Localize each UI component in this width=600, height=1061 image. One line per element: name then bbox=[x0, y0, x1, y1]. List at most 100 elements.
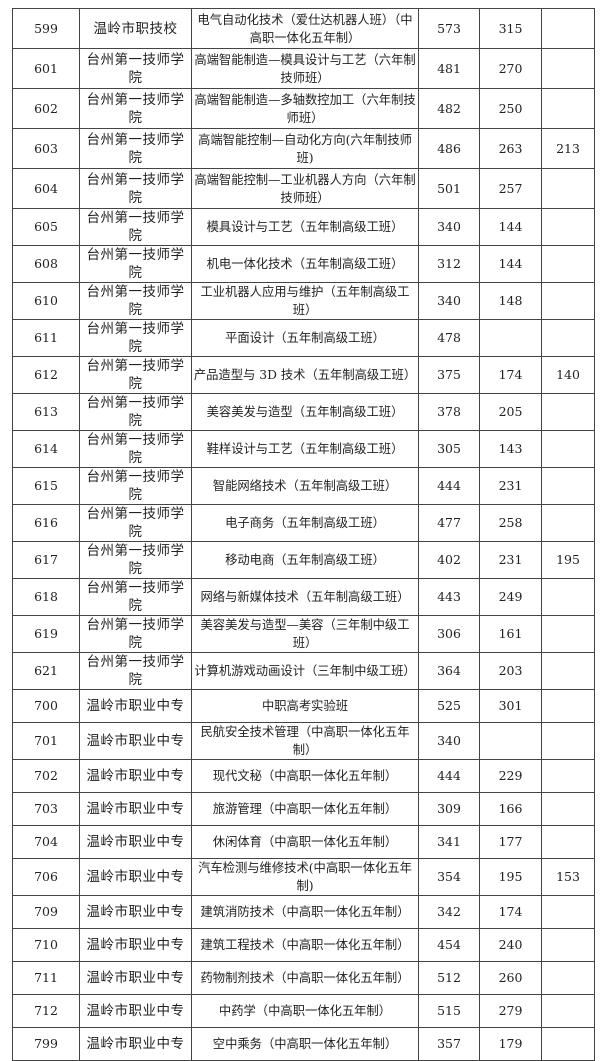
school-name-cell: 温岭市职业中专 bbox=[79, 961, 192, 995]
score-1-cell: 340 bbox=[418, 722, 480, 760]
score-1-cell: 342 bbox=[418, 895, 480, 929]
school-name-cell: 台州第一技师学院 bbox=[79, 430, 192, 468]
major-cell: 工业机器人应用与维护（五年制高级工班） bbox=[191, 282, 419, 320]
table-row: 599 温岭市职技校 电气自动化技术（爱仕达机器人班）（中高职一体化五年制） 573 3… bbox=[12, 8, 595, 49]
score-1-cell: 378 bbox=[418, 393, 480, 431]
score-2-cell: 203 bbox=[479, 652, 542, 690]
school-code-cell: 615 bbox=[12, 467, 80, 505]
score-3-cell bbox=[541, 48, 595, 89]
major-cell: 电子商务（五年制高级工班） bbox=[191, 504, 419, 542]
major-cell: 美容美发与造型（五年制高级工班） bbox=[191, 393, 419, 431]
school-name-cell: 温岭市职技校 bbox=[79, 8, 192, 49]
score-3-cell bbox=[541, 961, 595, 995]
table-row: 799 温岭市职业中专 空中乘务（中高职一体化五年制） 357 179 bbox=[12, 1027, 595, 1061]
school-name-cell: 温岭市职业中专 bbox=[79, 759, 192, 793]
score-3-cell bbox=[541, 245, 595, 283]
major-cell: 药物制剂技术（中高职一体化五年制） bbox=[191, 961, 419, 995]
score-2-cell: 240 bbox=[479, 928, 542, 962]
score-3-cell bbox=[541, 825, 595, 859]
score-1-cell: 454 bbox=[418, 928, 480, 962]
major-cell: 高端智能制造—多轴数控加工（六年制技师班） bbox=[191, 88, 419, 129]
school-name-cell: 台州第一技师学院 bbox=[79, 48, 192, 89]
admission-score-table: 599 温岭市职技校 电气自动化技术（爱仕达机器人班）（中高职一体化五年制） 573 3… bbox=[12, 8, 595, 1061]
score-1-cell: 573 bbox=[418, 8, 480, 49]
school-name-cell: 台州第一技师学院 bbox=[79, 578, 192, 616]
score-3-cell bbox=[541, 722, 595, 760]
school-name-cell: 台州第一技师学院 bbox=[79, 319, 192, 357]
score-3-cell bbox=[541, 467, 595, 505]
score-2-cell: 260 bbox=[479, 961, 542, 995]
score-2-cell: 174 bbox=[479, 356, 542, 394]
score-2-cell: 258 bbox=[479, 504, 542, 542]
major-cell: 中职高考实验班 bbox=[191, 689, 419, 723]
school-code-cell: 605 bbox=[12, 208, 80, 246]
school-name-cell: 台州第一技师学院 bbox=[79, 208, 192, 246]
school-code-cell: 604 bbox=[12, 168, 80, 209]
score-1-cell: 443 bbox=[418, 578, 480, 616]
major-cell: 建筑消防技术（中高职一体化五年制） bbox=[191, 895, 419, 929]
school-name-cell: 台州第一技师学院 bbox=[79, 652, 192, 690]
score-2-cell: 144 bbox=[479, 208, 542, 246]
score-3-cell bbox=[541, 928, 595, 962]
major-cell: 高端智能控制—工业机器人方向（六年制技师班） bbox=[191, 168, 419, 209]
school-name-cell: 台州第一技师学院 bbox=[79, 168, 192, 209]
major-cell: 高端智能控制—自动化方向(六年制技师班) bbox=[191, 128, 419, 169]
score-1-cell: 525 bbox=[418, 689, 480, 723]
school-code-cell: 799 bbox=[12, 1027, 80, 1061]
score-3-cell bbox=[541, 282, 595, 320]
score-1-cell: 340 bbox=[418, 282, 480, 320]
table-row: 601 台州第一技师学院 高端智能制造—模具设计与工艺（六年制技师班） 481 270 bbox=[12, 48, 595, 89]
score-2-cell: 166 bbox=[479, 792, 542, 826]
major-cell: 旅游管理（中高职一体化五年制） bbox=[191, 792, 419, 826]
major-cell: 智能网络技术（五年制高级工班） bbox=[191, 467, 419, 505]
table-row: 610 台州第一技师学院 工业机器人应用与维护（五年制高级工班） 340 148 bbox=[12, 282, 595, 320]
school-name-cell: 台州第一技师学院 bbox=[79, 615, 192, 653]
major-cell: 高端智能制造—模具设计与工艺（六年制技师班） bbox=[191, 48, 419, 89]
school-code-cell: 603 bbox=[12, 128, 80, 169]
score-1-cell: 309 bbox=[418, 792, 480, 826]
score-3-cell bbox=[541, 88, 595, 129]
score-2-cell: 250 bbox=[479, 88, 542, 129]
score-1-cell: 341 bbox=[418, 825, 480, 859]
school-name-cell: 温岭市职业中专 bbox=[79, 825, 192, 859]
school-name-cell: 温岭市职业中专 bbox=[79, 994, 192, 1028]
score-3-cell bbox=[541, 393, 595, 431]
score-1-cell: 515 bbox=[418, 994, 480, 1028]
table-row: 621 台州第一技师学院 计算机游戏动画设计（三年制中级工班） 364 203 bbox=[12, 652, 595, 690]
score-2-cell: 229 bbox=[479, 759, 542, 793]
score-1-cell: 340 bbox=[418, 208, 480, 246]
school-code-cell: 709 bbox=[12, 895, 80, 929]
score-2-cell: 205 bbox=[479, 393, 542, 431]
score-2-cell: 148 bbox=[479, 282, 542, 320]
table-row: 619 台州第一技师学院 美容美发与造型—美容（三年制中级工班） 306 161 bbox=[12, 615, 595, 653]
table-row: 615 台州第一技师学院 智能网络技术（五年制高级工班） 444 231 bbox=[12, 467, 595, 505]
score-2-cell: 301 bbox=[479, 689, 542, 723]
major-cell: 建筑工程技术（中高职一体化五年制） bbox=[191, 928, 419, 962]
school-code-cell: 702 bbox=[12, 759, 80, 793]
score-3-cell bbox=[541, 504, 595, 542]
score-2-cell: 195 bbox=[479, 858, 542, 896]
table-row: 616 台州第一技师学院 电子商务（五年制高级工班） 477 258 bbox=[12, 504, 595, 542]
score-3-cell bbox=[541, 759, 595, 793]
score-2-cell: 177 bbox=[479, 825, 542, 859]
table-row: 701 温岭市职业中专 民航安全技术管理（中高职一体化五年制） 340 bbox=[12, 722, 595, 760]
score-1-cell: 357 bbox=[418, 1027, 480, 1061]
score-3-cell bbox=[541, 430, 595, 468]
score-2-cell: 174 bbox=[479, 895, 542, 929]
school-code-cell: 704 bbox=[12, 825, 80, 859]
table-row: 605 台州第一技师学院 模具设计与工艺（五年制高级工班） 340 144 bbox=[12, 208, 595, 246]
table-row: 704 温岭市职业中专 休闲体育（中高职一体化五年制） 341 177 bbox=[12, 825, 595, 859]
school-code-cell: 710 bbox=[12, 928, 80, 962]
score-2-cell: 263 bbox=[479, 128, 542, 169]
score-2-cell: 249 bbox=[479, 578, 542, 616]
table-row: 617 台州第一技师学院 移动电商（五年制高级工班） 402 231 195 bbox=[12, 541, 595, 579]
table-row: 703 温岭市职业中专 旅游管理（中高职一体化五年制） 309 166 bbox=[12, 792, 595, 826]
score-3-cell: 140 bbox=[541, 356, 595, 394]
school-name-cell: 温岭市职业中专 bbox=[79, 928, 192, 962]
school-name-cell: 温岭市职业中专 bbox=[79, 858, 192, 896]
school-code-cell: 602 bbox=[12, 88, 80, 129]
score-1-cell: 501 bbox=[418, 168, 480, 209]
major-cell: 休闲体育（中高职一体化五年制） bbox=[191, 825, 419, 859]
score-3-cell bbox=[541, 1027, 595, 1061]
score-2-cell: 270 bbox=[479, 48, 542, 89]
